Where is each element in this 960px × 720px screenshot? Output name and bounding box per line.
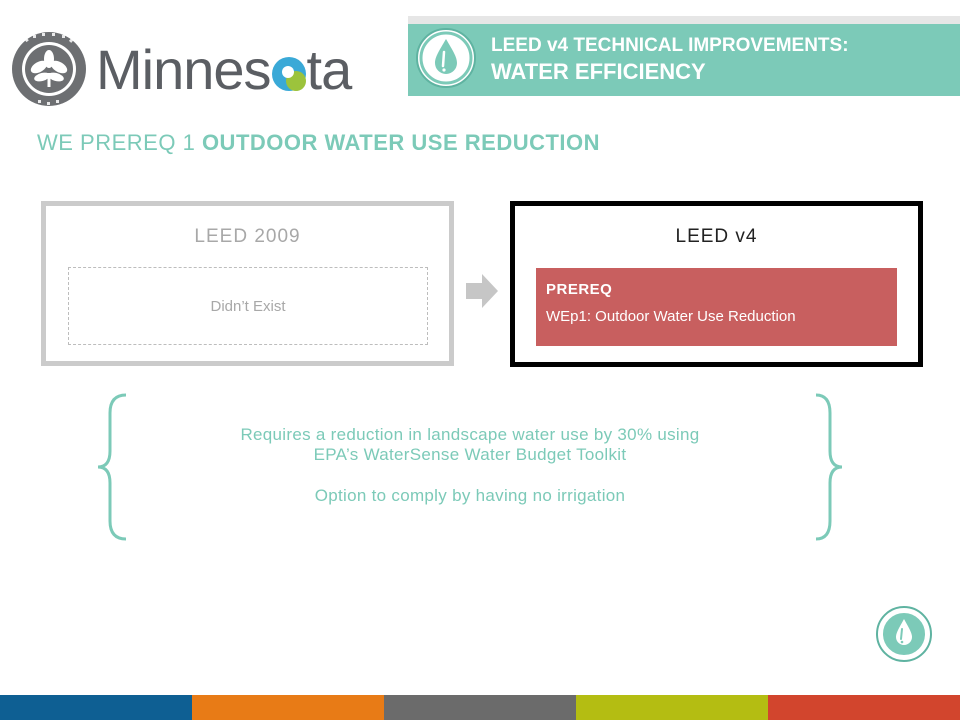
banner-title-line2: WATER EFFICIENCY bbox=[491, 59, 706, 84]
right-brace-icon bbox=[815, 393, 843, 541]
banner-top-strip bbox=[408, 16, 960, 24]
footer-water-drop-icon bbox=[876, 606, 932, 662]
slide-title-bold: OUTDOOR WATER USE REDUCTION bbox=[201, 130, 601, 155]
color-bar-segment bbox=[192, 695, 384, 720]
logo-wordmark: Minnes ta bbox=[96, 38, 352, 101]
leed-2009-panel: LEED 2009 Didn’t Exist bbox=[41, 201, 454, 366]
description-line-3: Option to comply by having no irrigation bbox=[314, 486, 626, 505]
header-banner bbox=[408, 16, 960, 96]
leed-2009-title: LEED 2009 bbox=[194, 226, 301, 247]
logo: Minnes ta bbox=[0, 14, 360, 106]
footer-color-bar bbox=[0, 695, 960, 720]
color-bar-segment bbox=[576, 695, 768, 720]
leed-v4-title: LEED v4 bbox=[675, 226, 758, 247]
leed-2009-body: Didn’t Exist bbox=[68, 267, 428, 345]
description-line-1: Requires a reduction in landscape water … bbox=[240, 425, 700, 444]
arrow-right-icon bbox=[466, 274, 498, 308]
water-drop-icon bbox=[416, 28, 476, 88]
usgbc-seal-icon bbox=[12, 32, 86, 106]
prereq-text: WEp1: Outdoor Water Use Reduction bbox=[546, 308, 796, 325]
prereq-label: PREREQ bbox=[546, 281, 613, 298]
logo-o-mark bbox=[271, 57, 306, 91]
leed-v4-panel: LEED v4 PREREQ WEp1: Outdoor Water Use R… bbox=[510, 201, 923, 367]
slide-title-prefix: WE PREREQ 1 bbox=[37, 130, 196, 155]
prereq-box: PREREQ WEp1: Outdoor Water Use Reduction bbox=[536, 268, 897, 346]
slide-title: WE PREREQ 1 OUTDOOR WATER USE REDUCTION bbox=[37, 130, 600, 156]
color-bar-segment bbox=[768, 695, 960, 720]
leed-2009-body-text: Didn’t Exist bbox=[210, 297, 286, 315]
left-brace-icon bbox=[97, 393, 127, 541]
color-bar-segment bbox=[384, 695, 576, 720]
color-bar-segment bbox=[0, 695, 192, 720]
description-line-2: EPA’s WaterSense Water Budget Toolkit bbox=[313, 445, 627, 464]
banner-title-line1: LEED v4 TECHNICAL IMPROVEMENTS: bbox=[491, 35, 849, 56]
